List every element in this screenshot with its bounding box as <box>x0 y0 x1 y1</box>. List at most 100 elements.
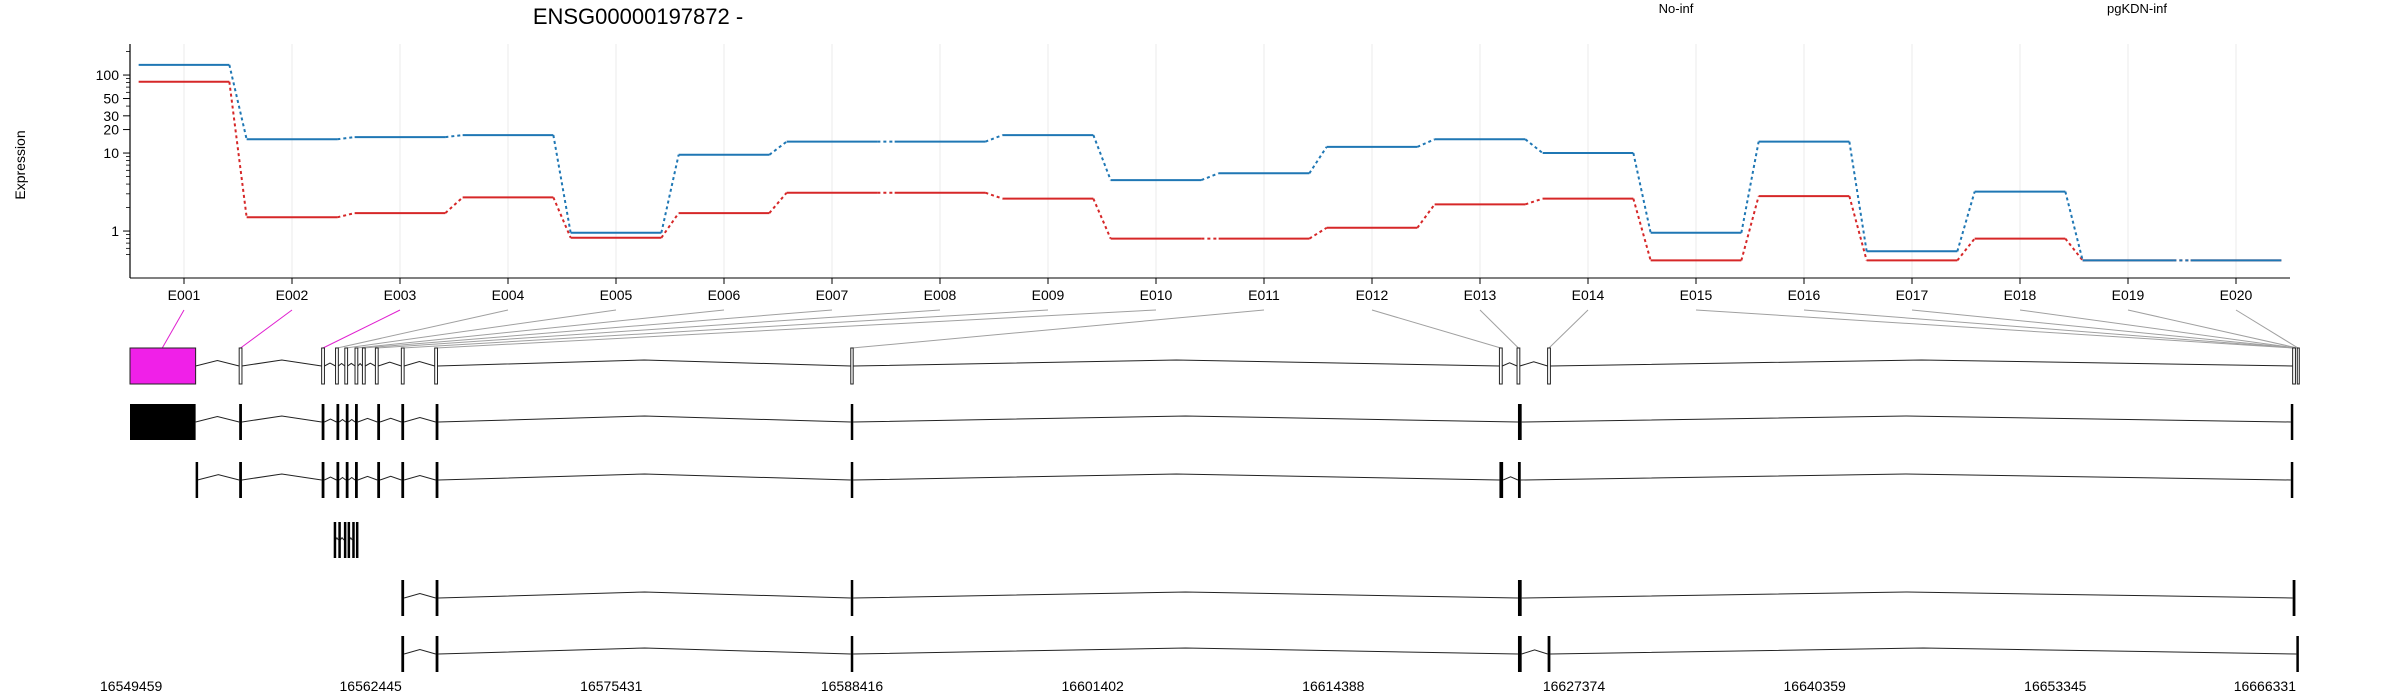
intron-line <box>348 418 356 423</box>
exon-link-line <box>1548 309 1589 349</box>
series-transition <box>985 191 1003 200</box>
exon-link-line <box>356 309 725 349</box>
transcript-row <box>333 522 359 558</box>
x-tick-label: E010 <box>1140 287 1173 303</box>
transcript-row <box>401 636 2299 672</box>
y-tick-label: 10 <box>103 145 119 161</box>
intron-line <box>195 360 240 367</box>
series-transition <box>1848 195 1868 261</box>
transcript-exon <box>435 462 439 498</box>
x-tick-label: E017 <box>1896 287 1929 303</box>
intron-line <box>324 476 337 481</box>
transcript-tracks <box>130 404 2299 672</box>
intron-line <box>378 361 402 367</box>
exon-link-line <box>436 309 1157 349</box>
intron-line <box>1521 591 2293 599</box>
chart-title: ENSG00000197872 - <box>533 4 743 29</box>
gene-model-exon <box>321 347 325 385</box>
y-tick-label: 1 <box>111 223 119 239</box>
series-transition <box>1632 198 1652 261</box>
series-transition <box>1416 203 1436 229</box>
transcript-row <box>130 404 2294 440</box>
transcript-exon <box>333 522 337 558</box>
transcript-exon <box>1499 462 1504 498</box>
intron-line <box>403 361 435 367</box>
genomic-tick-label: 16588416 <box>821 678 884 694</box>
x-tick-label: E011 <box>1248 287 1280 303</box>
exon-link-line <box>2019 309 2297 349</box>
transcript-exon <box>850 404 854 440</box>
transcript-exon <box>435 580 439 616</box>
series-transition <box>768 140 788 156</box>
x-tick-label: E006 <box>708 287 741 303</box>
exon-link-line <box>240 309 293 349</box>
intron-line <box>403 648 436 655</box>
gene-model-exon <box>129 347 197 385</box>
series-transition <box>768 192 788 214</box>
transcript-exon <box>850 636 854 672</box>
series-transition <box>1740 141 1760 233</box>
intron-line <box>1519 361 1548 367</box>
series-transition <box>1956 237 1976 262</box>
intron-line <box>357 362 363 367</box>
gene-model-exon <box>2296 347 2300 385</box>
series-transition <box>1308 146 1328 174</box>
intron-line <box>241 359 322 367</box>
genomic-tick-label: 16549459 <box>100 678 163 694</box>
x-tick-label: E004 <box>492 287 525 303</box>
intron-line <box>1550 359 2293 367</box>
x-tick-label: E005 <box>600 287 633 303</box>
gene-model-exon <box>361 347 366 385</box>
series-transition <box>337 136 355 141</box>
intron-line <box>403 474 436 481</box>
series-transition <box>985 134 1003 143</box>
intron-line <box>403 592 436 599</box>
intron-line <box>379 475 402 481</box>
exon-link-line <box>402 309 1049 349</box>
transcript-exon <box>377 462 381 498</box>
transcript-exon <box>1517 404 1522 440</box>
transcript-exon <box>1517 636 1522 672</box>
y-tick-label: 50 <box>103 91 119 107</box>
transcript-exon <box>345 462 349 498</box>
series-transition <box>660 154 680 233</box>
gene-model-exon <box>850 347 854 385</box>
transcript-exon <box>1517 462 1521 498</box>
series-transition <box>1092 198 1112 239</box>
exon-link-line <box>1479 309 1519 349</box>
genomic-tick-label: 16666331 <box>2234 678 2297 694</box>
transcript-exon <box>239 462 242 498</box>
intron-line <box>195 416 240 423</box>
transcript-exon <box>401 580 405 616</box>
exon-link-line <box>322 309 401 349</box>
series-transition <box>552 196 572 239</box>
genomic-tick-label: 16562445 <box>340 678 403 694</box>
transcript-exon <box>338 522 341 558</box>
transcript-exon <box>2290 404 2294 440</box>
transcript-exon <box>401 462 405 498</box>
exon-link-line <box>1911 309 2296 349</box>
exon-link-line <box>851 309 1265 349</box>
gene-model-exon <box>238 347 243 385</box>
series-transition <box>660 212 680 239</box>
x-tick-label: E016 <box>1788 287 1821 303</box>
series-transition <box>1740 195 1760 261</box>
gene-model-exon <box>374 347 379 385</box>
intron-line <box>241 415 322 423</box>
y-axis-label: Expression <box>12 130 28 199</box>
transcript-exon <box>347 522 351 558</box>
intron-line <box>347 362 356 367</box>
series-no-inf <box>138 80 2282 262</box>
y-tick-label: 20 <box>103 122 119 138</box>
transcript-exon <box>343 522 347 558</box>
intron-line <box>853 591 1518 599</box>
exon-link-line <box>376 309 941 349</box>
intron-line <box>324 418 337 423</box>
transcript-exon <box>2290 462 2294 498</box>
genomic-tick-label: 16627374 <box>1543 678 1606 694</box>
y-tick-label: 30 <box>103 108 119 124</box>
x-tick-label: E014 <box>1572 287 1605 303</box>
exon-link-line <box>346 309 617 349</box>
series-transition <box>1416 138 1436 148</box>
